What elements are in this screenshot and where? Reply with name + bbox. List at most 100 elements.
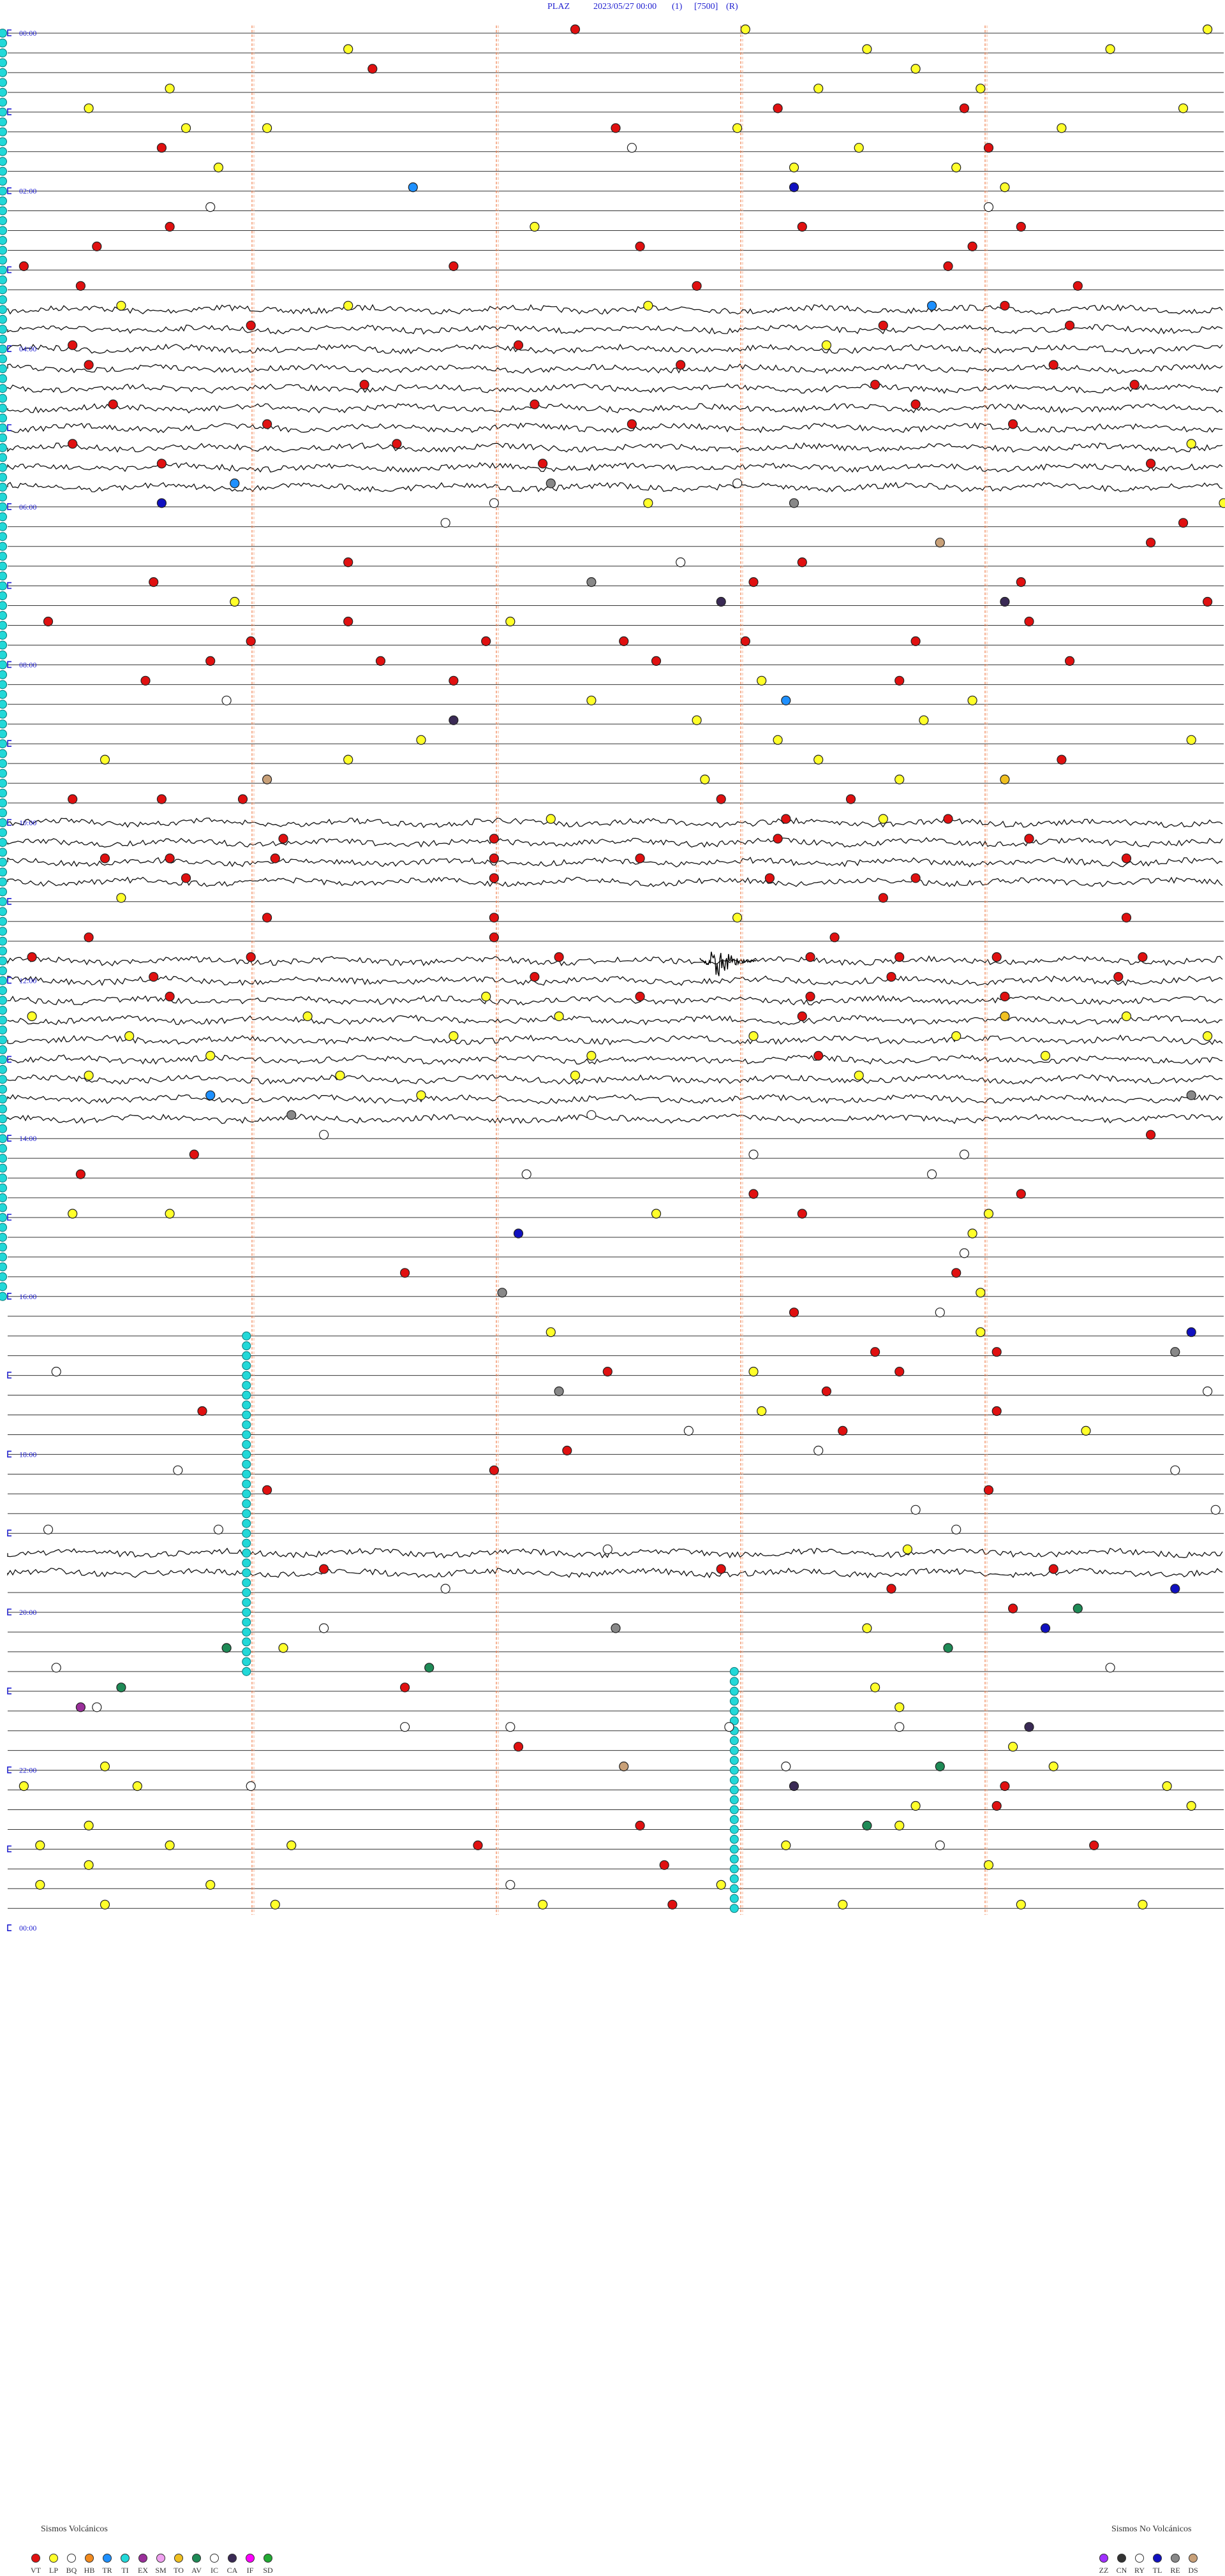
tremor-marker: [242, 1351, 251, 1360]
tremor-marker: [0, 58, 7, 68]
tremor-marker: [0, 325, 7, 334]
trace-line-52: [7, 1054, 1223, 1065]
event-marker-lp: [919, 715, 929, 725]
event-marker-vt: [1007, 1603, 1018, 1614]
event-marker-re: [286, 1110, 297, 1120]
event-marker-vt: [246, 636, 256, 647]
event-marker-lp: [983, 1209, 994, 1219]
event-marker-bq: [505, 1880, 516, 1890]
event-marker-vt: [165, 221, 175, 232]
event-marker-vt: [246, 952, 256, 962]
trace-line-15: [7, 323, 1223, 335]
tremor-marker: [0, 157, 7, 166]
event-marker-vt: [716, 1564, 726, 1574]
event-marker-lp: [692, 715, 702, 725]
event-marker-lp: [449, 1031, 459, 1041]
hour-tick-15: [7, 1214, 11, 1221]
legend-swatch-vt: [31, 2554, 40, 2563]
tremor-marker: [0, 1262, 7, 1272]
event-marker-vt: [773, 834, 783, 844]
event-marker-vt: [805, 952, 815, 962]
event-marker-lp: [278, 1643, 288, 1653]
tremor-marker: [0, 48, 7, 57]
event-marker-vt: [991, 1406, 1002, 1417]
event-marker-lp: [1162, 1781, 1172, 1792]
tremor-marker: [0, 275, 7, 284]
event-marker-lp: [651, 1209, 662, 1219]
trace-line-21: [7, 442, 1223, 453]
tremor-marker: [0, 1242, 7, 1252]
event-marker-vt: [870, 1347, 880, 1357]
legend-code-sm: SM: [155, 2566, 167, 2575]
tremor-marker: [0, 68, 7, 77]
tremor-marker: [729, 1795, 739, 1805]
event-marker-vt: [1145, 538, 1156, 548]
tremor-marker: [0, 1104, 7, 1114]
hour-label-4: 08:00: [19, 660, 36, 669]
event-marker-vt: [100, 853, 110, 864]
event-marker-vt: [1113, 971, 1124, 982]
event-marker-bq: [959, 1248, 970, 1258]
hour-tick-20: [7, 1608, 11, 1616]
event-marker-tr: [781, 695, 791, 705]
hour-tick-10: [7, 819, 11, 826]
event-marker-vt: [991, 952, 1002, 962]
event-marker-vt: [392, 439, 402, 449]
tremor-marker: [729, 1736, 739, 1746]
tremor-marker: [729, 1884, 739, 1894]
event-marker-vt: [1000, 1781, 1010, 1792]
trace-line-40: [7, 817, 1223, 828]
event-marker-vt: [165, 853, 175, 864]
event-marker-vt: [838, 1425, 848, 1436]
event-marker-vt: [375, 656, 386, 666]
event-marker-vt: [246, 320, 256, 330]
tremor-marker: [0, 453, 7, 462]
tremor-marker: [0, 936, 7, 946]
event-marker-lp: [286, 1840, 297, 1850]
event-marker-lp: [343, 44, 353, 54]
tremor-marker: [729, 1716, 739, 1726]
legend-swatch-ca: [228, 2554, 237, 2563]
event-marker-vt: [530, 971, 540, 982]
event-marker-lp: [165, 1209, 175, 1219]
tremor-marker: [0, 107, 7, 117]
tremor-marker: [0, 532, 7, 541]
event-marker-vt: [1007, 419, 1018, 429]
trace-line-54: [7, 1094, 1223, 1105]
tremor-marker: [0, 867, 7, 877]
legend-code-ry: RY: [1134, 2566, 1145, 2575]
tremor-sequences: [0, 29, 739, 1913]
event-marker-vt: [368, 64, 378, 74]
tremor-marker: [0, 1183, 7, 1193]
event-marker-vt: [895, 1367, 905, 1377]
tremor-marker: [729, 1864, 739, 1874]
tremor-marker: [242, 1568, 251, 1578]
event-marker-vt: [1121, 913, 1132, 923]
tremor-marker: [0, 1272, 7, 1281]
legend-swatch-ex: [138, 2554, 147, 2563]
event-marker-lp: [230, 596, 240, 607]
event-marker-vt: [399, 1268, 410, 1278]
event-marker-lp: [967, 695, 977, 705]
event-marker-lp: [27, 1011, 37, 1022]
event-marker-lp: [976, 1327, 986, 1337]
event-marker-lp: [416, 1090, 426, 1100]
event-marker-vt: [92, 241, 102, 251]
legend-code-if: IF: [246, 2566, 254, 2575]
tremor-marker: [0, 364, 7, 374]
tremor-marker: [0, 996, 7, 1005]
legend-code-ds: DS: [1188, 2566, 1198, 2575]
event-marker-ry: [1210, 1505, 1221, 1515]
event-marker-vt: [1178, 518, 1189, 528]
tremor-marker: [242, 1401, 251, 1410]
event-marker-to: [1000, 774, 1010, 784]
tremor-marker: [729, 1874, 739, 1883]
event-marker-re: [497, 1288, 507, 1298]
tremor-marker: [0, 700, 7, 709]
trace-line-50: [7, 1014, 1223, 1026]
tremor-marker: [0, 788, 7, 798]
event-marker-vt: [627, 419, 637, 429]
event-marker-vt: [805, 991, 815, 1002]
event-marker-lp: [854, 1070, 864, 1080]
tremor-marker: [0, 719, 7, 729]
